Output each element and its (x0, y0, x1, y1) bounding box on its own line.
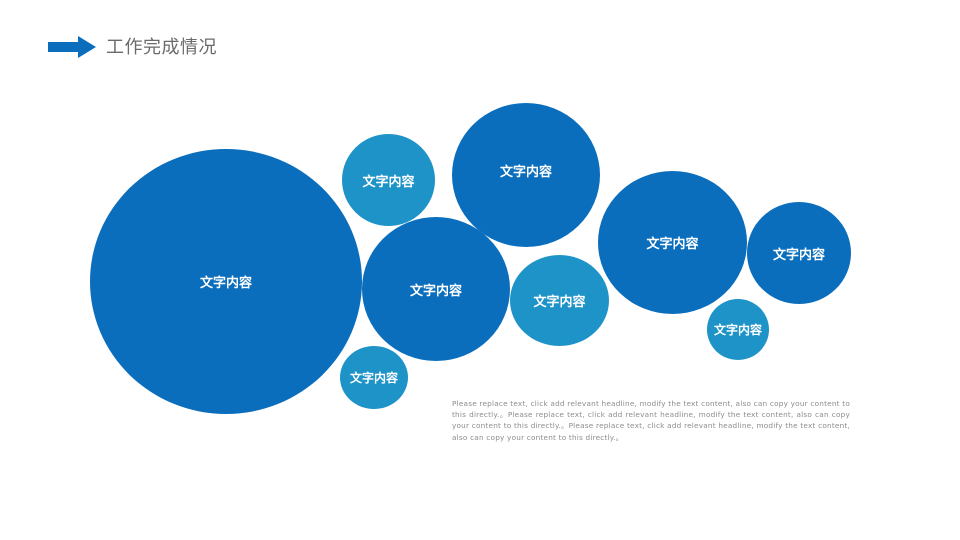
bubble-label: 文字内容 (349, 371, 398, 385)
page-title: 工作完成情况 (106, 37, 217, 58)
bubble-label: 文字内容 (362, 174, 415, 190)
bubble-label: 文字内容 (646, 237, 699, 252)
bubble-right-center: 文字内容 (598, 171, 747, 314)
bubble-top: 文字内容 (452, 103, 600, 247)
bubble-far-right: 文字内容 (747, 202, 851, 304)
bubble-center: 文字内容 (362, 217, 510, 361)
bubble-small-top: 文字内容 (342, 134, 435, 226)
arrow-right-icon (48, 36, 96, 58)
bubble-small-right: 文字内容 (707, 299, 769, 360)
bubble-label: 文字内容 (499, 164, 552, 180)
bubble-label: 文字内容 (713, 323, 762, 337)
bubble-label: 文字内容 (199, 276, 252, 291)
bubble-medium-light: 文字内容 (510, 255, 609, 346)
bubble-large-left: 文字内容 (90, 149, 362, 414)
bubble-label: 文字内容 (533, 295, 586, 310)
description-text: Please replace text, click add relevant … (452, 399, 850, 442)
bubble-label: 文字内容 (409, 283, 462, 299)
bubble-small-bottom: 文字内容 (340, 346, 408, 409)
bubble-label: 文字内容 (772, 247, 825, 263)
